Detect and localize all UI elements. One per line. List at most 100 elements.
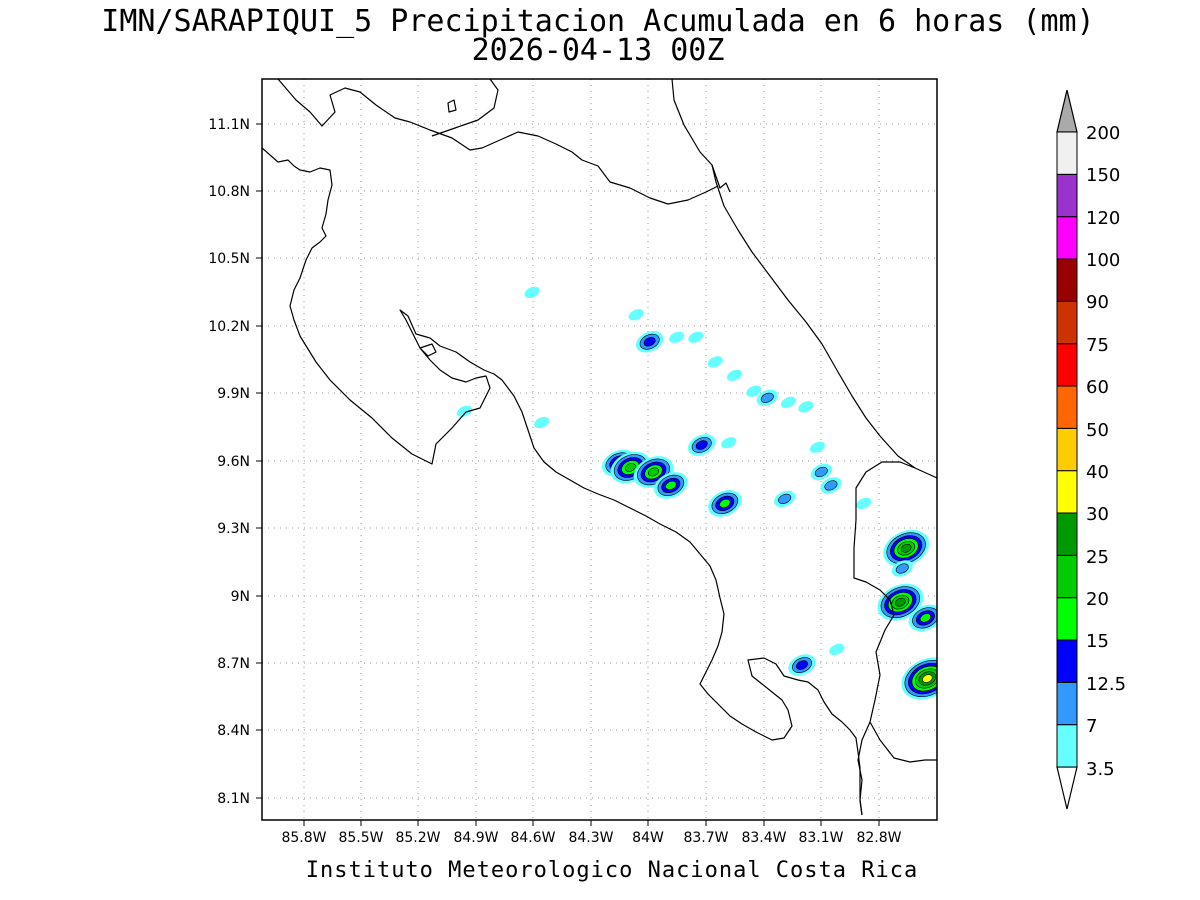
- colorbar-label: 12.5: [1086, 674, 1126, 695]
- footer-credit: Instituto Meteorologico Nacional Costa R…: [306, 858, 919, 883]
- colorbar-label: 7: [1086, 716, 1097, 737]
- lat-tick-label: 9N: [231, 589, 250, 605]
- coastline-layer: [262, 79, 937, 816]
- precip-contour: [814, 466, 828, 478]
- lon-tick-label: 82.8W: [856, 830, 901, 846]
- lat-tick-label: 9.6N: [217, 454, 250, 470]
- colorbar-bin: [1056, 300, 1078, 345]
- lon-tick-label: 84.3W: [568, 830, 613, 846]
- precip-contour: [809, 441, 825, 453]
- colorbar-label: 90: [1086, 292, 1109, 313]
- precip-contour: [919, 613, 932, 623]
- lat-tick-label: 9.3N: [217, 521, 250, 537]
- colorbar-label: 30: [1086, 504, 1109, 525]
- precip-contour: [643, 336, 656, 347]
- colorbar-label: 40: [1086, 462, 1109, 483]
- precip-contour: [707, 356, 723, 368]
- precip-contour: [829, 643, 845, 655]
- precip-contour: [624, 463, 636, 472]
- lon-tick-label: 84.6W: [510, 830, 555, 846]
- map-frame: [261, 78, 938, 821]
- map-title: IMN/SARAPIQUI_5 Precipitacion Acumulada …: [101, 4, 1094, 39]
- lon-tick-label: 83.4W: [741, 830, 786, 846]
- colorbar-bin: [1056, 216, 1078, 260]
- lat-tick-label: 10.2N: [208, 319, 250, 335]
- colorbar-label: 3.5: [1086, 759, 1115, 780]
- colorbar-label: 75: [1086, 335, 1109, 356]
- precip-contour: [895, 597, 906, 607]
- colorbar-label: 100: [1086, 250, 1120, 271]
- map-subtitle: 2026-04-13 00Z: [472, 33, 725, 68]
- pacific-coastline: [262, 147, 863, 816]
- colorbar-bins: [1056, 131, 1078, 768]
- lon-tick-label: 85.2W: [395, 830, 440, 846]
- lat-tick-label: 11.1N: [208, 117, 250, 133]
- precip-contour: [648, 467, 659, 477]
- colorbar-label: 25: [1086, 547, 1109, 568]
- map-plot-area: [262, 79, 937, 820]
- colorbar-bin: [1056, 554, 1078, 599]
- lake-island: [447, 99, 457, 113]
- colorbar-bottom-arrow: [1056, 766, 1078, 810]
- precip-contour: [900, 543, 912, 553]
- colorbar-bin: [1056, 597, 1078, 641]
- colorbar-label: 150: [1086, 165, 1120, 186]
- colorbar-bin: [1056, 470, 1078, 514]
- precip-contour: [628, 309, 644, 321]
- precip-contour: [760, 392, 774, 403]
- precip-contour: [780, 396, 797, 408]
- precip-contour: [726, 369, 743, 382]
- caribbean-coastline: [671, 79, 937, 479]
- precip-contour: [856, 497, 872, 510]
- precip-contour: [665, 480, 677, 490]
- rio-san-juan-mouth: [711, 164, 731, 193]
- precip-contour: [695, 440, 708, 450]
- colorbar-bin: [1056, 385, 1078, 429]
- lat-tick-label: 10.8N: [208, 184, 250, 200]
- panama-border-line: [853, 461, 916, 816]
- colorbar-bin: [1056, 427, 1078, 472]
- lat-tick-label: 9.9N: [217, 386, 250, 402]
- lon-tick-label: 84W: [632, 830, 664, 846]
- colorbar: 200 150 120 100 90 75 60 50 40 30 25 20 …: [1056, 89, 1126, 810]
- colorbar-label: 20: [1086, 589, 1109, 610]
- colorbar-bin: [1056, 512, 1078, 556]
- colorbar-label: 60: [1086, 377, 1109, 398]
- precip-contour: [524, 286, 540, 298]
- lat-tick-label: 8.4N: [217, 723, 250, 739]
- panama-pacific-coast: [869, 721, 937, 763]
- lat-tick-label: 10.5N: [208, 251, 250, 267]
- lat-tick-label: 8.7N: [217, 656, 250, 672]
- lon-tick-label: 85.8W: [281, 830, 326, 846]
- lon-tick-label: 85.5W: [338, 830, 383, 846]
- colorbar-bin: [1056, 639, 1078, 683]
- colorbar-label: 120: [1086, 208, 1120, 229]
- lon-tick-label: 84.9W: [453, 830, 498, 846]
- colorbar-bin: [1056, 724, 1078, 768]
- lat-tick-label: 8.1N: [217, 791, 250, 807]
- lon-tick-label: 83.1W: [798, 830, 843, 846]
- precip-contour: [746, 385, 762, 397]
- precip-contour: [922, 674, 933, 683]
- colorbar-bin: [1056, 131, 1078, 175]
- colorbar-bin: [1056, 681, 1078, 726]
- precipitation-layer: [456, 286, 937, 700]
- longitude-axis: 85.8W 85.5W 85.2W 84.9W 84.6W 84.3W 84W …: [281, 820, 902, 846]
- latitude-axis: 11.1N 10.8N 10.5N 10.2N 9.9N 9.6N 9.3N 9…: [208, 117, 262, 807]
- precip-contour: [895, 563, 909, 574]
- precip-contour: [669, 331, 685, 343]
- precip-contour: [456, 405, 473, 417]
- colorbar-bin: [1056, 258, 1078, 302]
- colorbar-label: 50: [1086, 420, 1109, 441]
- precip-contour: [798, 401, 814, 413]
- colorbar-label: 15: [1086, 631, 1109, 652]
- precip-contour: [688, 331, 704, 343]
- lon-tick-label: 83.7W: [683, 830, 728, 846]
- precip-contour: [721, 437, 737, 449]
- colorbar-bin: [1056, 173, 1078, 218]
- nicaragua-border-line: [277, 79, 719, 205]
- lake-shore-line: [431, 79, 499, 137]
- precip-contour: [824, 480, 838, 491]
- colorbar-label: 200: [1086, 123, 1120, 144]
